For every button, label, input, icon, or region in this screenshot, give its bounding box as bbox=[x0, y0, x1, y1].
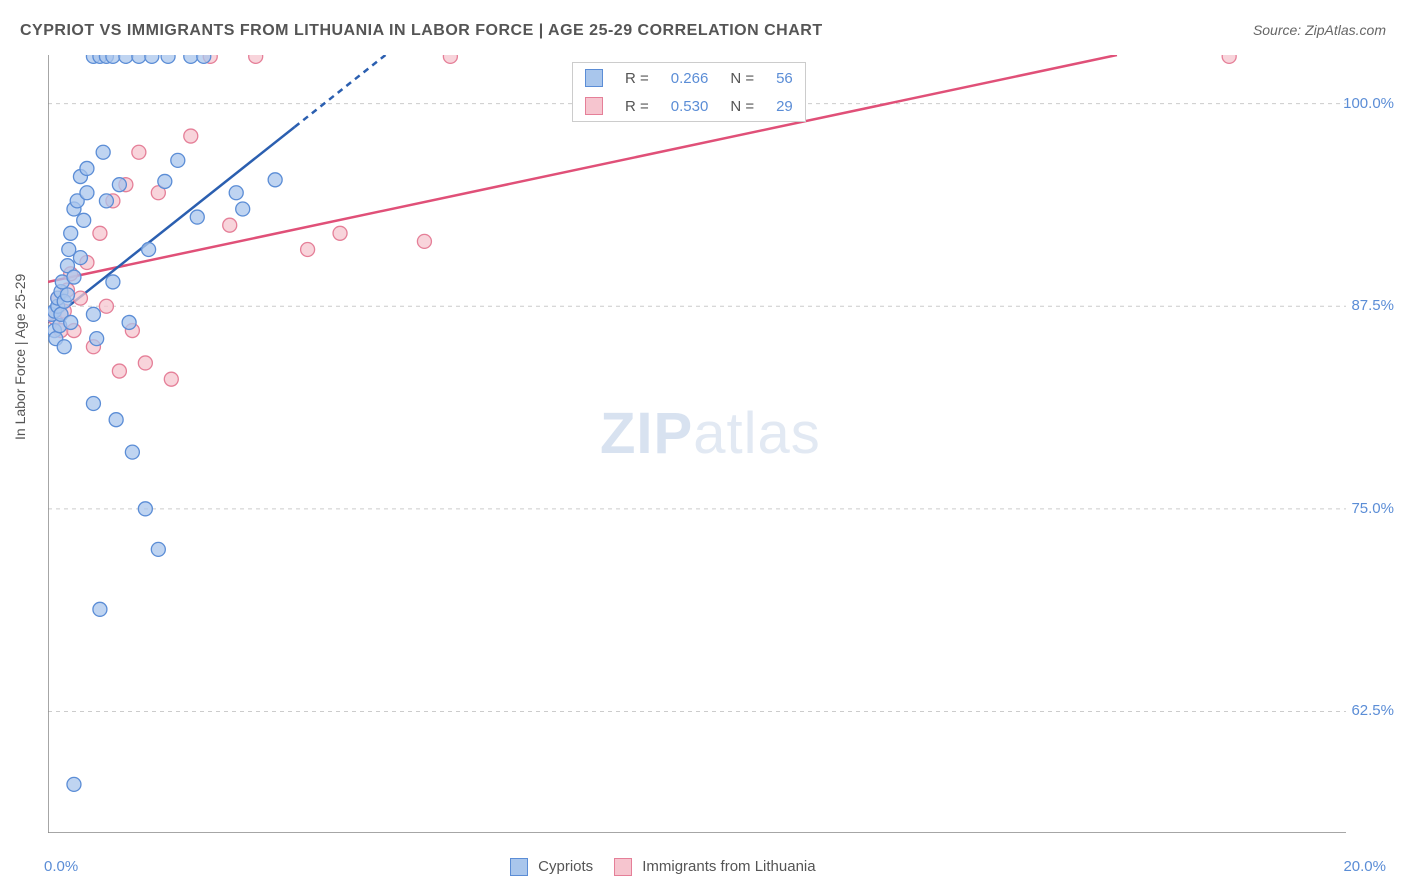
n-label-a: N = bbox=[720, 65, 764, 91]
n-value-b: 29 bbox=[766, 93, 803, 119]
r-value-b: 0.530 bbox=[661, 93, 719, 119]
n-label-b: N = bbox=[720, 93, 764, 119]
x-tick-right: 20.0% bbox=[1343, 858, 1386, 875]
y-tick-label: 87.5% bbox=[1351, 297, 1394, 314]
chart-container: CYPRIOT VS IMMIGRANTS FROM LITHUANIA IN … bbox=[0, 0, 1406, 892]
legend-row-a: R = 0.266 N = 56 bbox=[575, 65, 803, 91]
legend-bottom-label-a: Cypriots bbox=[538, 858, 593, 875]
correlation-legend: R = 0.266 N = 56 R = 0.530 N = 29 bbox=[572, 62, 806, 122]
x-tick-left: 0.0% bbox=[44, 858, 78, 875]
y-tick-label: 100.0% bbox=[1343, 95, 1394, 112]
n-value-a: 56 bbox=[766, 65, 803, 91]
y-tick-label: 62.5% bbox=[1351, 702, 1394, 719]
legend-swatch-b bbox=[585, 97, 603, 115]
series-legend: Cypriots Immigrants from Lithuania bbox=[510, 858, 816, 876]
legend-row-b: R = 0.530 N = 29 bbox=[575, 93, 803, 119]
legend-bottom-swatch-b bbox=[614, 858, 632, 876]
r-value-a: 0.266 bbox=[661, 65, 719, 91]
r-label-a: R = bbox=[615, 65, 659, 91]
plot-area bbox=[48, 55, 1346, 833]
y-axis-label: In Labor Force | Age 25-29 bbox=[12, 274, 28, 440]
legend-bottom-label-b: Immigrants from Lithuania bbox=[642, 858, 815, 875]
r-label-b: R = bbox=[615, 93, 659, 119]
scatter-svg bbox=[48, 55, 1346, 833]
source-label: Source: ZipAtlas.com bbox=[1253, 22, 1386, 38]
y-tick-label: 75.0% bbox=[1351, 500, 1394, 517]
legend-bottom-swatch-a bbox=[510, 858, 528, 876]
legend-swatch-a bbox=[585, 69, 603, 87]
chart-title: CYPRIOT VS IMMIGRANTS FROM LITHUANIA IN … bbox=[20, 22, 823, 40]
